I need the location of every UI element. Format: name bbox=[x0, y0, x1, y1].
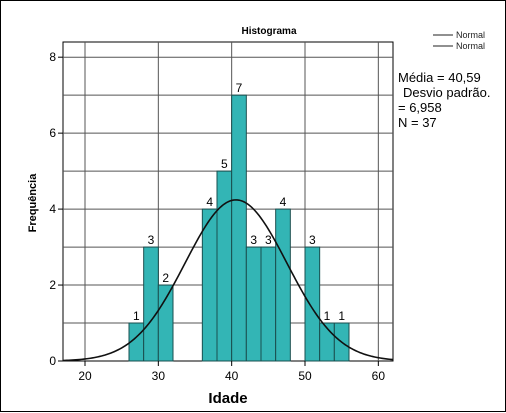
bar-value-label: 3 bbox=[250, 233, 257, 247]
stats-box: Média = 40,59 Desvio padrão. = 6,958 N =… bbox=[398, 70, 490, 130]
y-tick-label: 0 bbox=[49, 354, 56, 368]
chart-title: Histograma bbox=[241, 26, 296, 37]
y-tick-label: 6 bbox=[49, 126, 56, 140]
bar-value-label: 5 bbox=[221, 157, 228, 171]
bar-value-label: 1 bbox=[338, 309, 345, 323]
bar-value-label: 7 bbox=[236, 81, 243, 95]
legend: Normal Normal bbox=[433, 30, 485, 51]
bar-value-label: 1 bbox=[133, 309, 140, 323]
x-tick-label: 30 bbox=[152, 369, 166, 383]
normal-curve bbox=[62, 199, 394, 362]
histogram-bar bbox=[231, 94, 247, 362]
y-axis-label: Frequência bbox=[27, 173, 39, 233]
x-axis-label: Idade bbox=[208, 390, 247, 407]
x-tick-label: 20 bbox=[78, 369, 92, 383]
histogram-bar bbox=[216, 170, 233, 362]
y-tick-label: 2 bbox=[49, 278, 56, 292]
y-tick-label: 4 bbox=[49, 202, 56, 216]
legend-label-1: Normal bbox=[456, 30, 485, 40]
bar-value-label: 4 bbox=[206, 195, 213, 209]
x-axis-ticks: 20 30 40 50 60 bbox=[78, 361, 385, 383]
stat-sd-label: Desvio padrão. bbox=[403, 85, 490, 100]
legend-label-2: Normal bbox=[456, 41, 485, 51]
normal-curve-line bbox=[62, 199, 394, 362]
bar-value-label: 2 bbox=[162, 271, 169, 285]
y-axis-ticks: 0 2 4 6 8 bbox=[49, 50, 63, 368]
stat-mean: Média = 40,59 bbox=[398, 70, 481, 85]
y-tick-label: 8 bbox=[49, 50, 56, 64]
stat-n: N = 37 bbox=[398, 115, 437, 130]
x-tick-label: 50 bbox=[298, 369, 312, 383]
histogram-bar bbox=[157, 284, 174, 362]
x-tick-label: 40 bbox=[225, 369, 239, 383]
histogram-bar bbox=[275, 208, 291, 362]
bar-value-label: 3 bbox=[148, 233, 155, 247]
x-tick-label: 60 bbox=[372, 369, 386, 383]
histogram-bar bbox=[201, 208, 218, 362]
bar-value-label: 1 bbox=[324, 309, 331, 323]
bar-value-label: 4 bbox=[280, 195, 287, 209]
histogram-bar bbox=[304, 246, 321, 362]
stat-sd-value: = 6,958 bbox=[398, 100, 442, 115]
histogram-bars bbox=[128, 94, 350, 362]
histogram-bar bbox=[143, 246, 159, 362]
histogram-bar bbox=[245, 246, 262, 362]
bar-value-label: 3 bbox=[265, 233, 272, 247]
bar-value-label: 3 bbox=[309, 233, 316, 247]
histogram-bar bbox=[260, 246, 277, 362]
